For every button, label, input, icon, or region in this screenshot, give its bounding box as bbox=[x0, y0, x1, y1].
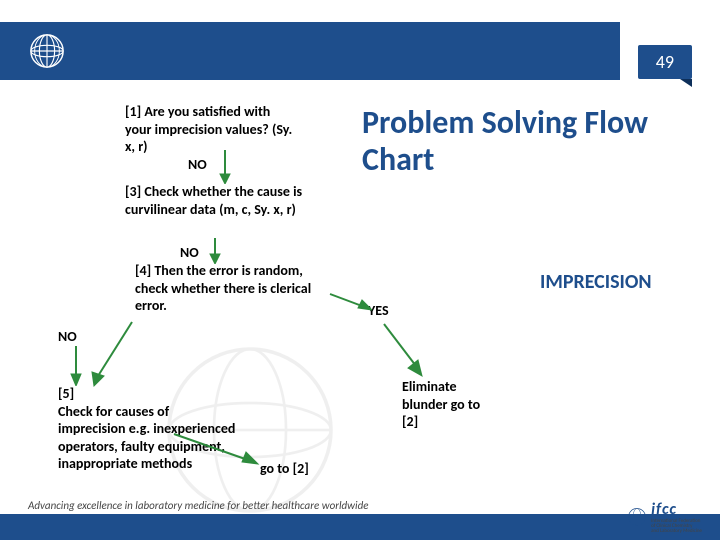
header-bar bbox=[0, 22, 620, 80]
arrow-5-to-goto bbox=[170, 430, 260, 468]
arrow-3-to-4 bbox=[205, 238, 225, 264]
node-eliminate: Eliminate blunder go to [2] bbox=[402, 378, 482, 431]
ifcc-text: ifcc bbox=[651, 500, 702, 519]
arrow-4-to-no bbox=[88, 318, 138, 388]
page-number: 49 bbox=[638, 45, 692, 79]
node-step-1: [1] Are you satisfied with your imprecis… bbox=[125, 103, 295, 156]
arrow-1-to-3 bbox=[215, 150, 235, 184]
ifcc-logo: ifcc International Federationof Clinical… bbox=[627, 500, 702, 534]
arrow-no-to-5 bbox=[66, 346, 86, 386]
ifcc-subtitle: International Federationof Clinical Chem… bbox=[651, 519, 702, 534]
label-no-1: NO bbox=[188, 156, 207, 174]
ifcc-globe-icon bbox=[627, 507, 647, 527]
footer-tagline: Advancing excellence in laboratory medic… bbox=[28, 499, 368, 512]
footer-bar bbox=[0, 514, 720, 540]
node-step-3: [3] Check whether the cause is curviline… bbox=[125, 183, 305, 218]
arrow-4-to-yes bbox=[328, 290, 372, 314]
imprecision-label: IMPRECISION bbox=[540, 270, 652, 294]
globe-icon bbox=[28, 32, 66, 70]
node-step-4: [4] Then the error is random, check whet… bbox=[135, 262, 335, 315]
arrow-yes-to-elim bbox=[378, 320, 428, 378]
page-title: Problem Solving Flow Chart bbox=[362, 105, 720, 179]
label-no-2: NO bbox=[180, 244, 199, 262]
label-goto-2: go to [2] bbox=[260, 460, 309, 478]
label-no-left: NO bbox=[58, 328, 77, 346]
